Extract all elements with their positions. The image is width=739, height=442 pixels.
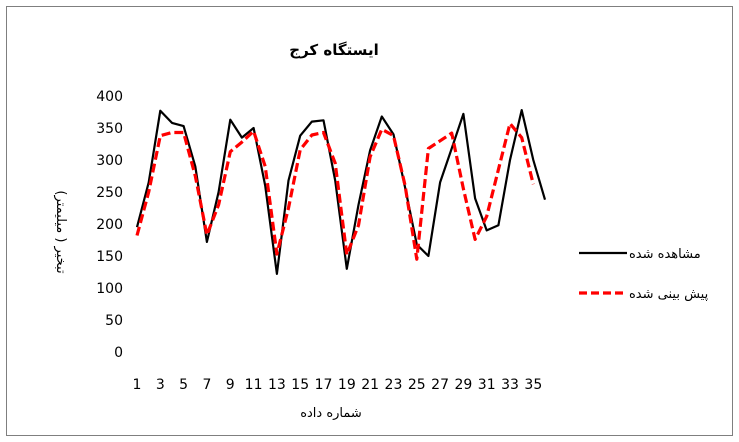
y-tick-label: 350 [96, 121, 123, 137]
x-tick-label: 23 [385, 377, 403, 393]
x-tick-label: 11 [245, 377, 263, 393]
x-tick-label: 33 [501, 377, 519, 393]
x-axis-ticks: 1 3 5 7 9 11 13 15 17 19 21 23 25 27 29 31 33 35 [133, 377, 543, 393]
legend-label-predicted: پیش بینی شده [629, 287, 709, 302]
x-tick-label: 9 [226, 377, 235, 393]
y-tick-label: 100 [96, 281, 123, 297]
y-tick-label: 150 [96, 249, 123, 265]
y-tick-label: 50 [105, 313, 123, 329]
x-tick-label: 35 [524, 377, 542, 393]
y-tick-label: 300 [96, 153, 123, 169]
legend-label-observed: مشاهده شده [629, 247, 701, 262]
x-tick-label: 3 [156, 377, 165, 393]
x-tick-label: 29 [454, 377, 472, 393]
series-layer [135, 108, 547, 275]
x-tick-label: 19 [338, 377, 356, 393]
y-tick-label: 250 [96, 185, 123, 201]
y-tick-label: 400 [96, 89, 123, 105]
y-axis-label: تبخیر ( میلیمتر) [53, 190, 68, 274]
chart-title: ایستگاه کرج [289, 41, 378, 59]
x-tick-label: 27 [431, 377, 449, 393]
x-tick-label: 21 [361, 377, 379, 393]
y-tick-label: 0 [114, 345, 123, 361]
x-tick-label: 31 [478, 377, 496, 393]
x-tick-label: 5 [179, 377, 188, 393]
x-tick-label: 1 [133, 377, 142, 393]
series-line-predicted [135, 121, 535, 261]
y-tick-label: 200 [96, 217, 123, 233]
x-tick-label: 7 [202, 377, 211, 393]
legend: مشاهده شده پیش بینی شده [579, 247, 709, 302]
x-tick-label: 17 [315, 377, 333, 393]
y-axis-ticks: 0 50 100 150 200 250 300 350 400 [96, 89, 123, 361]
x-tick-label: 25 [408, 377, 426, 393]
x-axis-label: شماره داده [300, 406, 362, 421]
x-tick-label: 15 [291, 377, 309, 393]
x-tick-label: 13 [268, 377, 286, 393]
